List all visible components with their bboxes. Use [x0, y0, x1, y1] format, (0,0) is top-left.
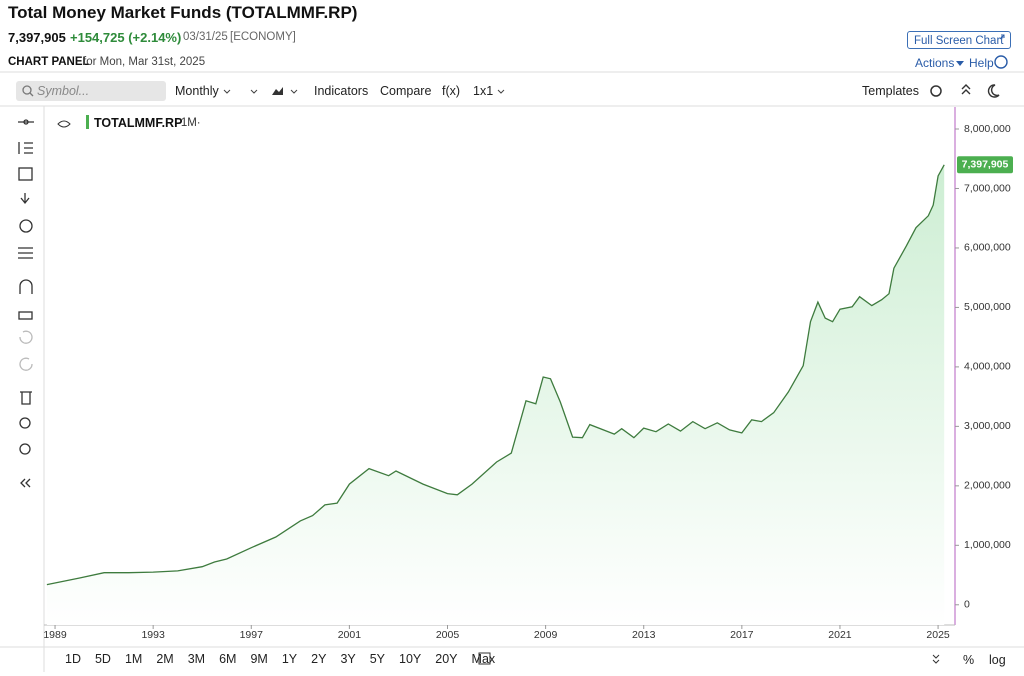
x-tick-label: 1989	[43, 629, 67, 641]
y-tick-label: 5,000,000	[964, 301, 1011, 313]
x-tick-label: 1997	[240, 629, 264, 641]
range-button[interactable]: 5Y	[369, 652, 386, 666]
tool-magnet[interactable]	[19, 279, 33, 294]
range-button[interactable]: 9M	[250, 652, 268, 666]
range-bar: 1D 5D 1M 2M 3M 6M 9M 1Y 2Y 3Y 5Y 10Y 20Y Max	[58, 652, 502, 666]
range-button[interactable]: 2Y	[311, 652, 327, 666]
settings-icon[interactable]	[930, 85, 942, 97]
fx-button[interactable]: f(x)	[442, 84, 461, 98]
y-tick-label: 0	[964, 599, 970, 611]
tool-lock[interactable]	[18, 311, 33, 320]
tool-undo[interactable]	[19, 330, 33, 344]
tool-collapse[interactable]	[20, 478, 31, 488]
y-tick-label: 6,000,000	[964, 242, 1011, 254]
collapse-icon[interactable]	[961, 84, 971, 95]
panel-date: for Mon, Mar 31st, 2025	[83, 56, 206, 68]
panel-label: CHART PANEL	[8, 56, 90, 68]
tool-shape[interactable]	[18, 167, 33, 181]
symbol-input[interactable]	[16, 81, 166, 101]
drawing-tools	[18, 119, 34, 488]
last-price-badge	[957, 156, 1013, 174]
date-picker[interactable]	[478, 652, 491, 665]
range-button[interactable]: 10Y	[399, 652, 422, 666]
range-button[interactable]: 1M	[124, 652, 143, 666]
last-price: 7,397,905	[8, 30, 66, 45]
help-icon	[994, 55, 1008, 69]
tool-line[interactable]	[18, 119, 34, 125]
last-price-label: 7,397,905	[962, 159, 1009, 171]
price-line	[46, 164, 945, 586]
percent-scale[interactable]: %	[963, 653, 975, 667]
more-ranges[interactable]	[932, 654, 940, 664]
help-link[interactable]: Help	[969, 56, 994, 70]
search-icon	[22, 85, 32, 95]
interval-menu[interactable]: Monthly	[175, 84, 219, 98]
x-tick-label: 2001	[338, 629, 362, 641]
range-button[interactable]: Max	[471, 652, 496, 666]
x-tick-label: 2009	[534, 629, 558, 641]
price-change: +154,725 (+2.14%)	[70, 30, 182, 45]
y-tick-label: 8,000,000	[964, 123, 1011, 135]
y-tick-label: 4,000,000	[964, 361, 1011, 373]
legend-interval: ·1M·	[177, 117, 201, 129]
range-button[interactable]: 1Y	[281, 652, 298, 666]
chart-style-icon[interactable]	[272, 87, 283, 95]
range-button[interactable]: 3Y	[340, 652, 356, 666]
quote-date: 03/31/25	[183, 31, 228, 43]
visibility-icon[interactable]	[57, 120, 71, 128]
y-tick-label: 2,000,000	[964, 480, 1011, 492]
tool-zoom-in[interactable]	[19, 417, 31, 429]
theme-icon[interactable]	[987, 84, 1000, 98]
range-button[interactable]: 5D	[94, 652, 111, 666]
tool-delete[interactable]	[20, 391, 32, 405]
x-tick-label: 1993	[141, 629, 165, 641]
legend-swatch	[86, 115, 89, 129]
x-tick-label: 2025	[926, 629, 950, 641]
area-fill	[46, 164, 945, 626]
y-tick-label: 1,000,000	[964, 539, 1011, 551]
range-button[interactable]: 20Y	[435, 652, 458, 666]
tool-arrow[interactable]	[20, 193, 30, 205]
search-icon	[29, 92, 34, 97]
actions-caret	[956, 61, 964, 66]
category: [ECONOMY]	[230, 31, 296, 43]
layout-button[interactable]: 1x1	[473, 84, 494, 98]
symbol-placeholder: Symbol...	[37, 84, 90, 98]
log-scale[interactable]: log	[989, 653, 1006, 667]
full-screen-button[interactable]: Full Screen Chart	[907, 31, 1011, 49]
range-button[interactable]: 1D	[65, 652, 81, 666]
x-tick-label: 2005	[436, 629, 460, 641]
page-title: Total Money Market Funds (TOTALMMF.RP)	[8, 3, 358, 22]
x-tick-label: 2013	[632, 629, 656, 641]
y-tick-label: 3,000,000	[964, 420, 1011, 432]
indicators-button[interactable]: Indicators	[314, 84, 369, 98]
tool-count[interactable]	[19, 219, 33, 233]
range-button[interactable]: 2M	[156, 652, 174, 666]
actions-menu[interactable]: Actions	[915, 56, 955, 70]
dropdown-caret	[223, 89, 505, 94]
expand-icon	[999, 34, 1005, 40]
x-tick-label: 2017	[730, 629, 754, 641]
tool-zoom-out[interactable]	[19, 443, 31, 455]
x-tick-label: 2021	[828, 629, 852, 641]
compare-button[interactable]: Compare	[380, 84, 432, 98]
templates-button[interactable]: Templates	[862, 84, 919, 98]
tool-measure[interactable]	[18, 247, 33, 259]
range-button[interactable]: 6M	[219, 652, 237, 666]
tool-fib[interactable]	[18, 142, 33, 154]
full-screen-label: Full Screen Chart	[914, 35, 1004, 47]
y-tick-label: 7,000,000	[964, 182, 1011, 194]
range-button[interactable]: 3M	[187, 652, 206, 666]
legend-symbol: TOTALMMF.RP	[94, 116, 183, 130]
tool-redo[interactable]	[19, 357, 33, 371]
